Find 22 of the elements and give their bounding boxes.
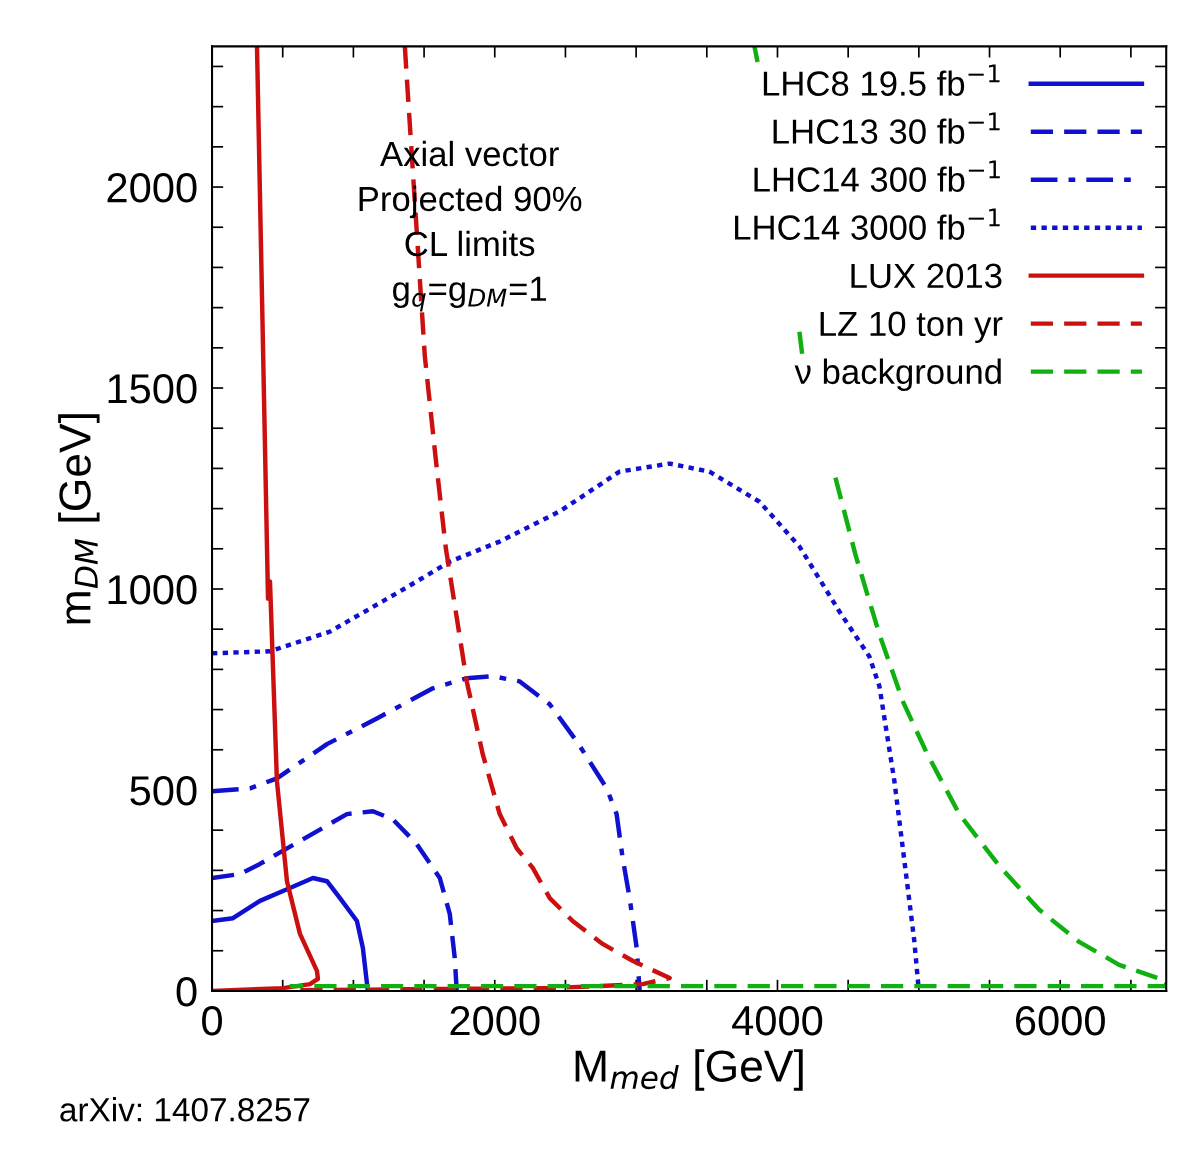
y-tick-label: 0 [176,976,197,1007]
y-tick-label: 500 [130,775,197,806]
text: arXiv: 1407.8257 [60,1097,310,1122]
line-series [212,875,371,991]
x-tick-label: 2000 [450,1005,540,1036]
x-tick-label: 0 [202,1005,222,1036]
line-series [212,674,642,991]
y-axis-title: m$_{DM}$ [GeV] [58,414,100,624]
legend-label: LHC14 3000 fb$^{−1}$ [735,208,1000,240]
line-series [212,809,459,991]
legend-label: ν background [794,358,1001,391]
y-tick-label: 2000 [107,173,197,203]
y-tick-label: 1000 [108,575,197,605]
y-tick-label: 1500 [108,374,197,404]
legend-label: LHC13 30 fb$^{−1}$ [773,112,1000,144]
x-tick-label: 6000 [1015,1005,1105,1036]
x-axis-title: M$_{med}$ [GeV] [575,1049,803,1091]
legend-label: LZ 10 ton yr [820,311,1003,343]
x-tick-label: 4000 [732,1005,823,1036]
legend-label: LUX 2013 [851,263,1002,289]
legend-label: LHC14 300 fb$^{−1}$ [754,160,1000,192]
legend-label: LHC8 19.5 fb$^{−1}$ [763,64,1000,96]
